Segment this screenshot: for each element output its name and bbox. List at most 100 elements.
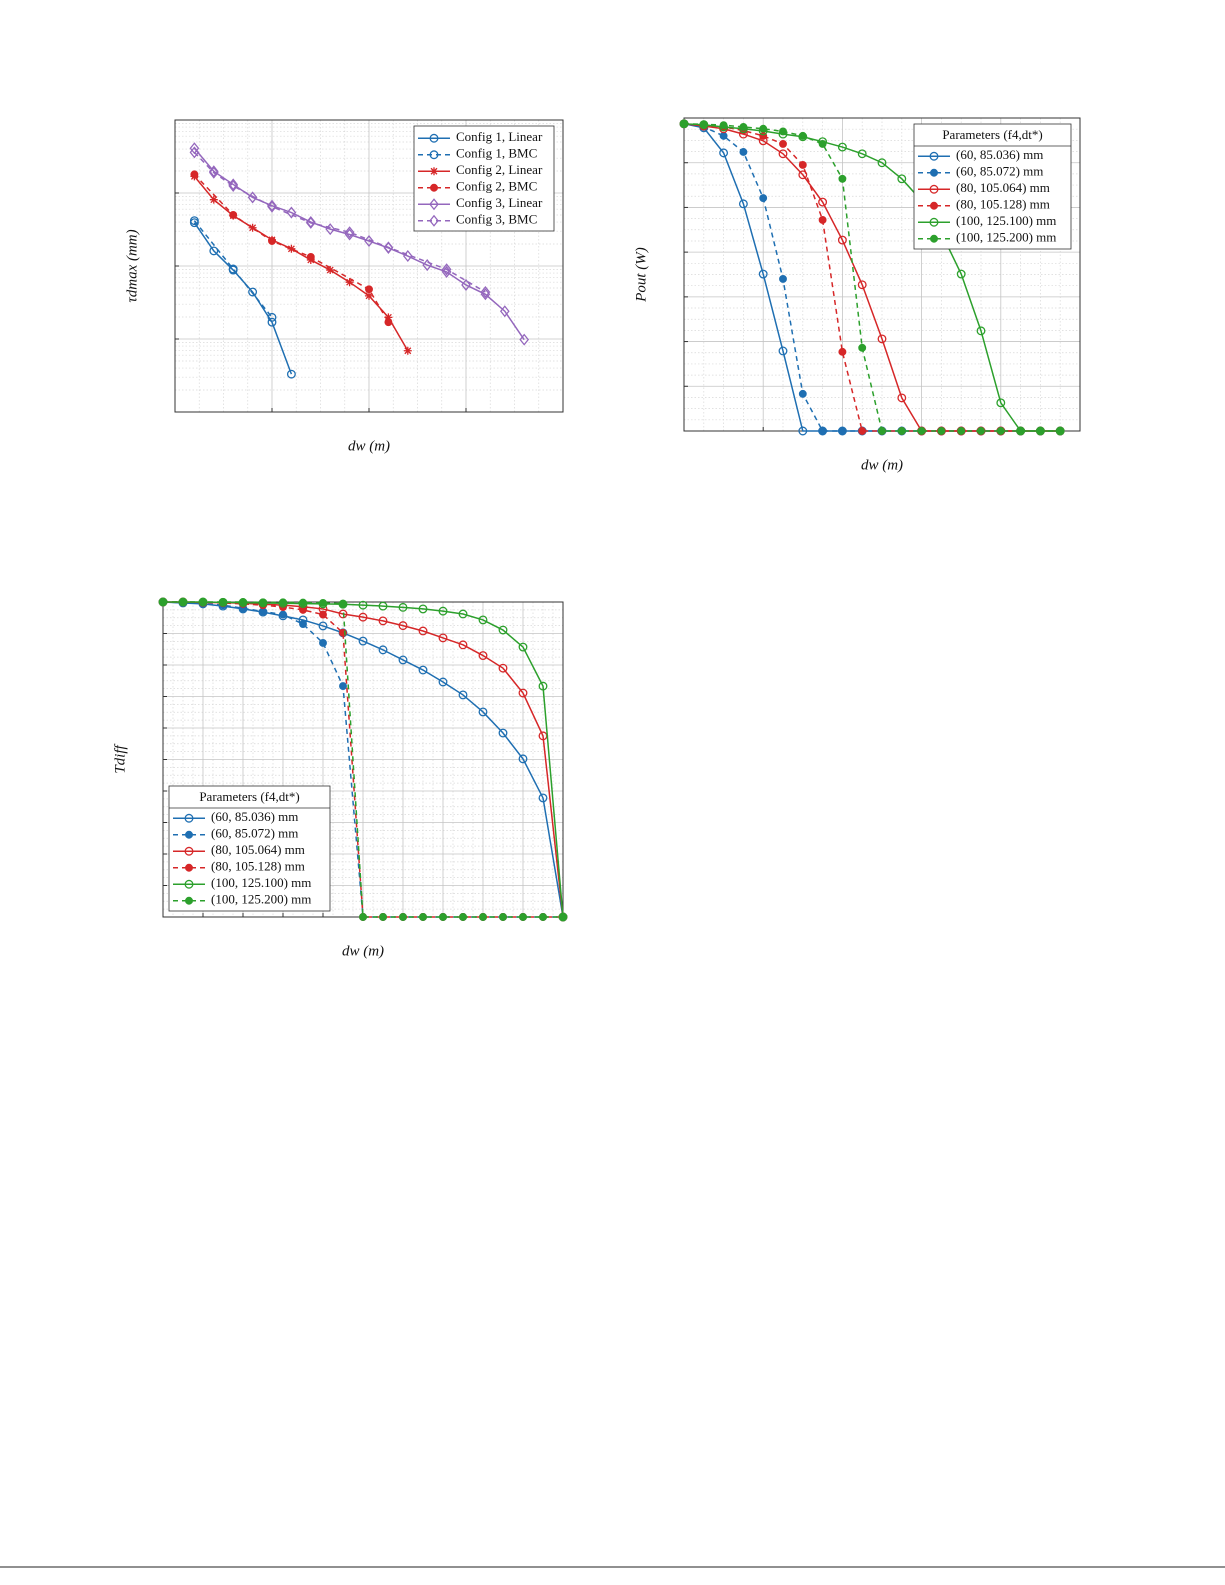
marker [929, 217, 939, 227]
marker [518, 642, 528, 652]
legend-label: (60, 85.072) mm [211, 826, 298, 841]
marker [248, 287, 258, 297]
marker [459, 913, 467, 921]
marker [539, 913, 547, 921]
marker [365, 291, 373, 300]
y-axis-label: τdmax (mm) [124, 229, 140, 302]
marker [480, 288, 491, 301]
marker [478, 651, 488, 660]
y-axis-label: Pout (W) [633, 247, 649, 303]
marker [228, 264, 238, 274]
marker [1056, 427, 1065, 435]
marker [519, 913, 527, 921]
marker [305, 216, 316, 229]
marker [286, 206, 297, 219]
marker [378, 645, 388, 655]
marker [185, 863, 193, 872]
marker [345, 278, 354, 287]
chart: dw (m) Tdiff Parameters (f4,dt*) (60, 85.03… [112, 597, 568, 959]
marker [229, 211, 238, 219]
marker [208, 165, 219, 178]
marker [179, 598, 187, 606]
marker [219, 598, 227, 606]
series-line [193, 173, 390, 323]
marker [344, 226, 355, 239]
marker [319, 598, 327, 607]
marker [358, 612, 368, 622]
series-line [163, 601, 563, 918]
legend-label: (80, 105.064) mm [956, 180, 1050, 195]
marker [1036, 427, 1045, 435]
marker [498, 663, 508, 673]
legend-label: Config 3, BMC [456, 212, 537, 227]
marker [458, 690, 468, 700]
marker [441, 263, 452, 276]
marker [429, 150, 439, 160]
marker [897, 393, 907, 403]
marker [319, 639, 327, 647]
legend-label: (100, 125.100) mm [956, 213, 1056, 228]
marker [185, 896, 193, 905]
legend: Parameters (f4,dt*) (60, 85.036) mm (60, 8… [168, 785, 331, 912]
legend-label: (60, 85.036) mm [211, 809, 298, 824]
marker [286, 369, 296, 379]
marker [268, 237, 276, 245]
marker [559, 913, 567, 921]
marker [267, 317, 277, 327]
marker [279, 598, 287, 607]
marker [878, 427, 886, 435]
marker [326, 266, 335, 275]
chart: dw (m) Pout (W) Parameters (f4,dt*) (60, 85… [633, 117, 1081, 473]
marker [429, 198, 439, 211]
marker [779, 275, 787, 283]
legend-label: (100, 125.200) mm [211, 892, 311, 907]
legend-label: (100, 125.100) mm [211, 875, 311, 890]
legend-label: Config 3, Linear [456, 195, 543, 210]
legend-label: (80, 105.128) mm [211, 859, 305, 874]
marker [719, 148, 729, 158]
marker [399, 913, 407, 921]
series-line [193, 151, 486, 293]
marker [917, 427, 926, 435]
marker [287, 244, 296, 253]
marker [719, 121, 728, 130]
marker [937, 427, 946, 435]
marker [518, 754, 528, 764]
marker [267, 312, 277, 322]
marker [877, 158, 887, 168]
marker [929, 184, 939, 194]
marker [430, 183, 438, 192]
marker [438, 633, 448, 643]
marker [480, 285, 491, 299]
marker [209, 195, 218, 204]
marker [798, 170, 808, 180]
marker [897, 427, 906, 435]
y-axis-label: Tdiff [112, 744, 128, 774]
legend-label: Config 2, Linear [456, 162, 543, 177]
marker [929, 151, 939, 161]
marker [418, 626, 428, 636]
marker [359, 913, 367, 921]
marker [538, 681, 548, 691]
marker [930, 168, 938, 177]
marker [838, 427, 847, 435]
marker [838, 174, 847, 183]
marker [858, 343, 867, 352]
marker [319, 610, 327, 619]
legend-box [913, 123, 1072, 250]
marker [857, 280, 867, 290]
marker [818, 139, 827, 148]
marker [299, 620, 307, 628]
marker [858, 427, 867, 435]
marker [798, 131, 807, 140]
marker [398, 621, 408, 631]
marker [383, 241, 394, 254]
marker [159, 598, 167, 606]
series-line [193, 220, 273, 318]
marker [339, 599, 347, 608]
marker [739, 122, 748, 131]
marker [818, 427, 827, 435]
marker [779, 139, 787, 148]
